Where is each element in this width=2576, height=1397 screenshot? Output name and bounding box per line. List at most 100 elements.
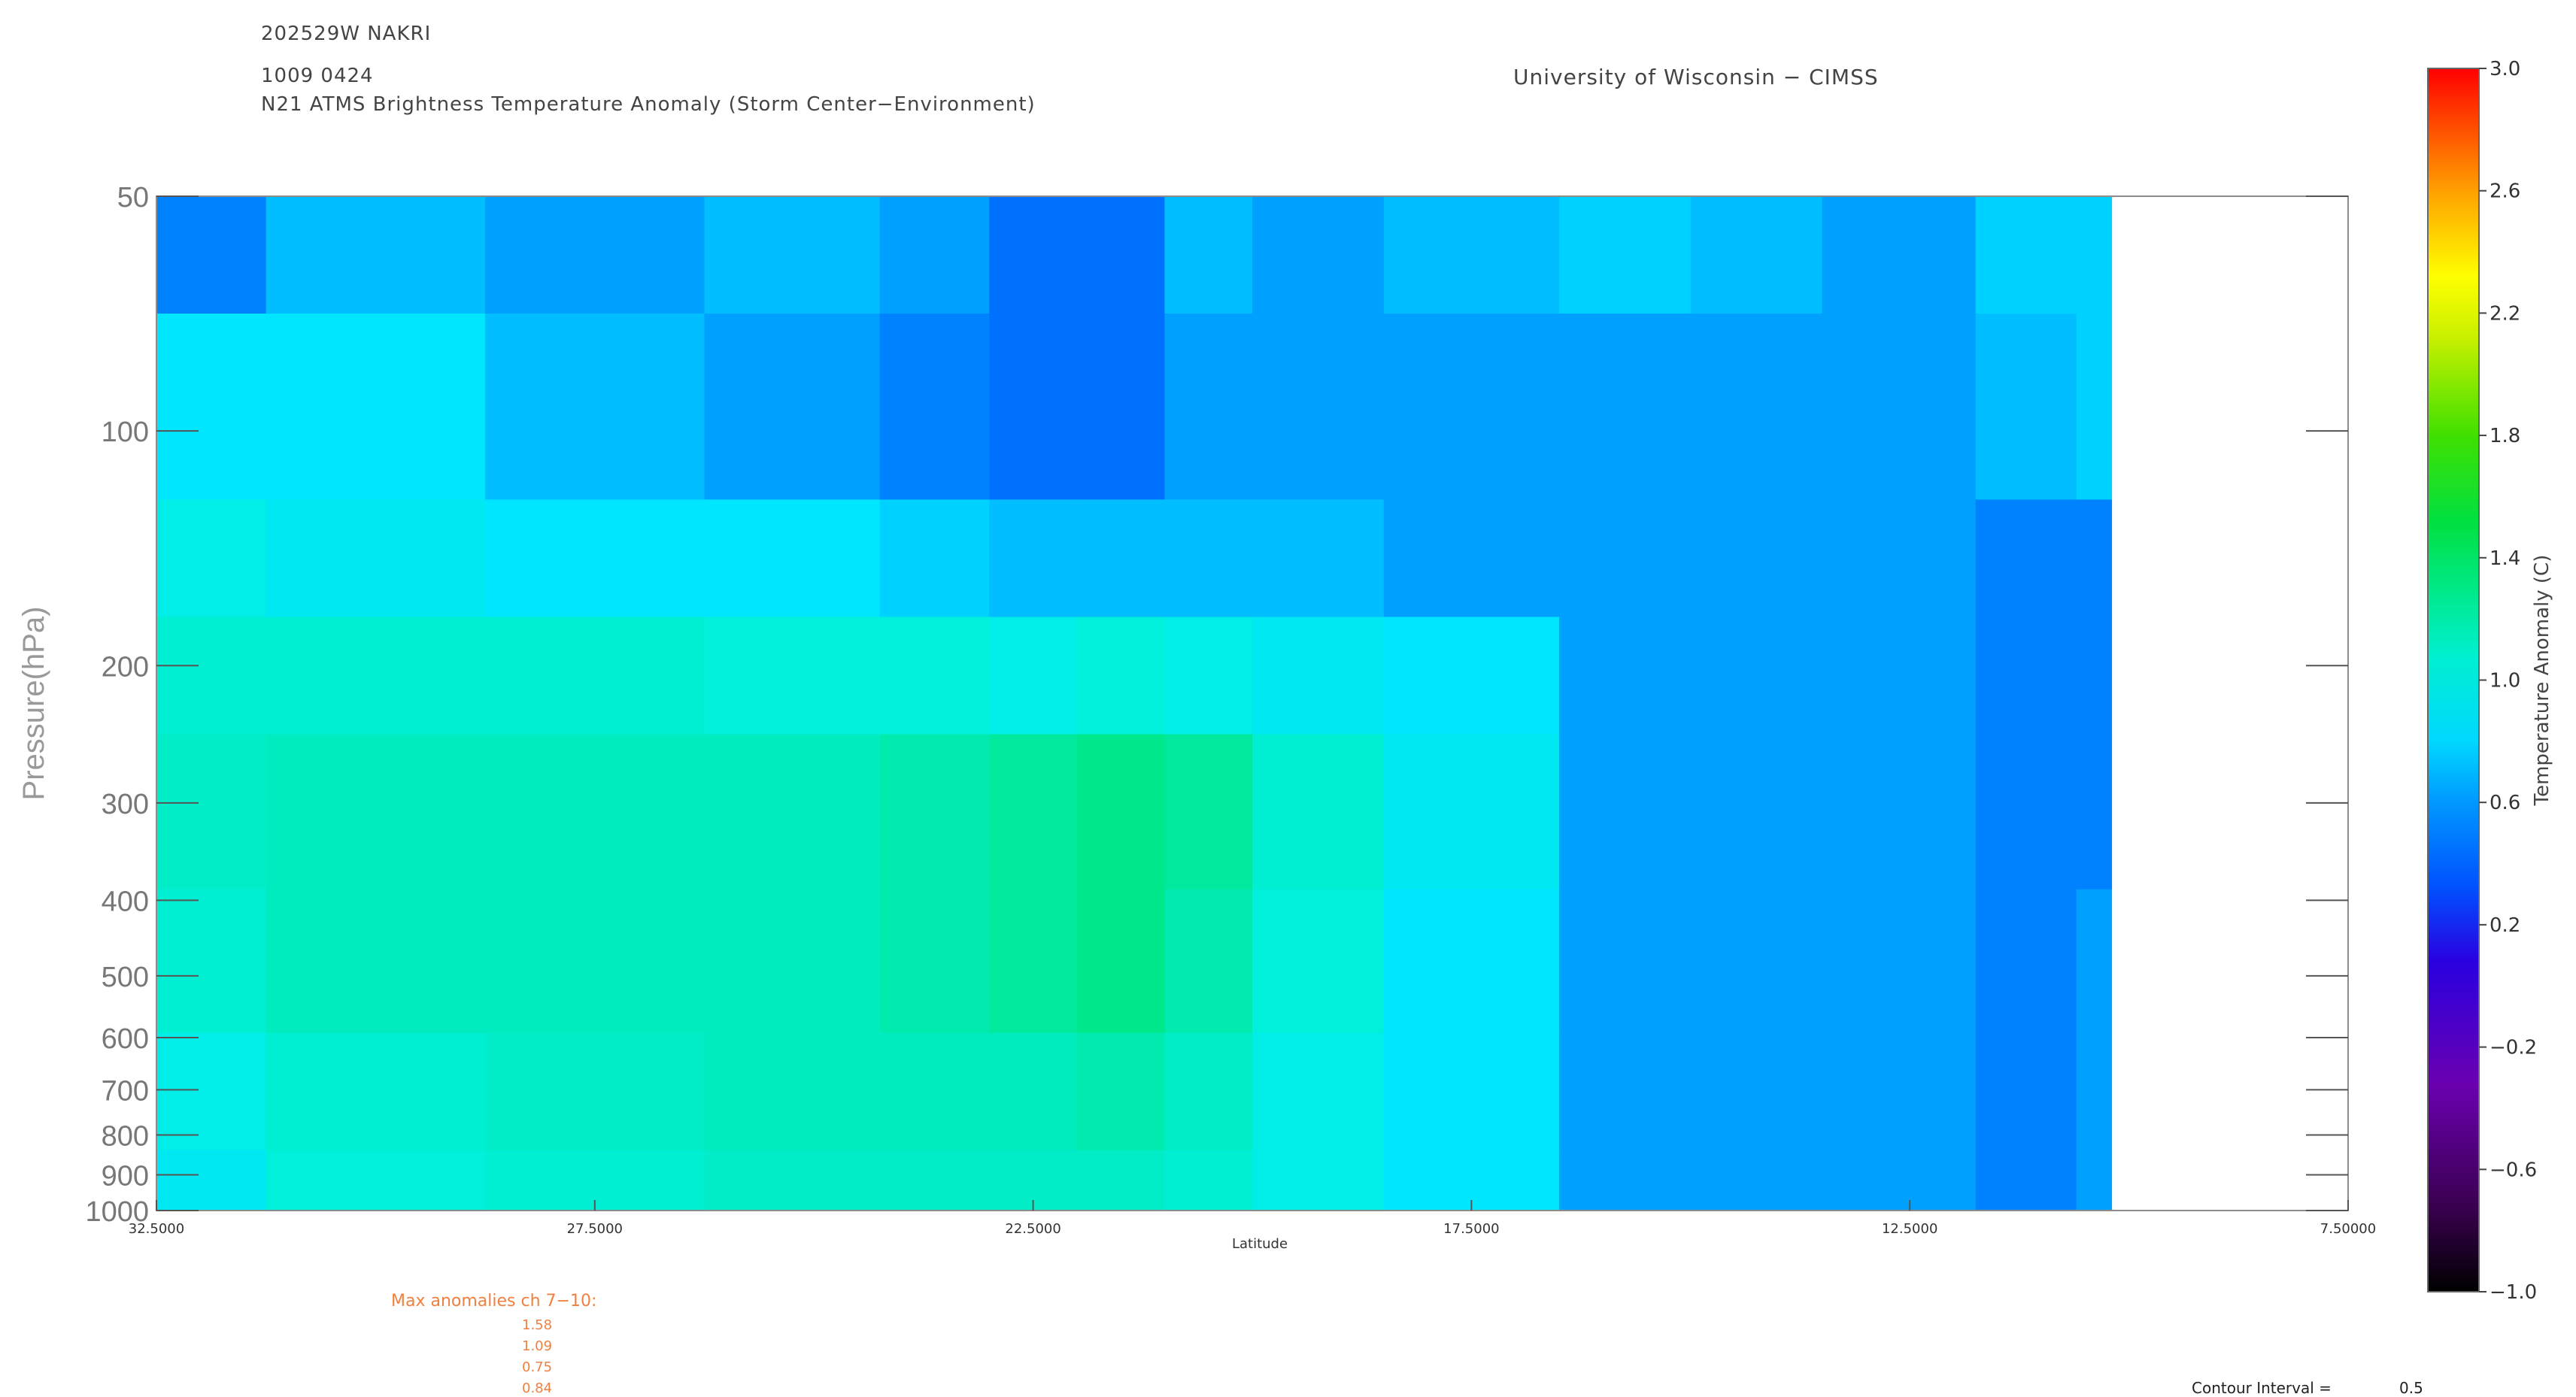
anomaly-cell [1076,617,1166,735]
anomaly-cell [989,734,1078,890]
max-anomaly-value: 1.58 [522,1317,553,1333]
chart-marks: 50 100 200 300 400 500 600 700 800 900 100032.5000… [17,182,2376,1252]
colorbar-gradient [2427,68,2480,1292]
anomaly-cell [879,1032,991,1151]
anomaly-cell [704,314,881,501]
anomaly-cell [1975,1150,2077,1211]
anomaly-cell [1164,889,1253,1034]
anomaly-cell [704,499,881,618]
y-tick-label: 50 [117,182,149,214]
anomaly-cell [1252,196,1385,314]
anomaly-cells [156,196,2113,1211]
anomaly-cell [265,499,486,618]
anomaly-cell [1558,617,1692,735]
colorbar-tick-label: 1.8 [2490,425,2520,447]
anomaly-cell [1975,889,2077,1034]
anomaly-cell [265,734,486,890]
anomaly-cell [1383,734,1560,890]
anomaly-cell [1076,734,1166,890]
anomaly-cell [156,1032,267,1151]
x-tick-label: 7.50000 [2320,1221,2376,1237]
x-tick-label: 32.5000 [129,1221,184,1237]
anomaly-cell [1076,196,1166,314]
institution-label: University of Wisconsin − CIMSS [1513,65,1879,89]
anomaly-cell [2076,617,2113,735]
anomaly-cell [1690,889,1823,1034]
anomaly-cell [1975,499,2077,618]
anomaly-cell [1164,617,1253,735]
anomaly-cell [704,1032,881,1151]
product-title: N21 ATMS Brightness Temperature Anomaly … [261,93,1036,116]
anomaly-cell [989,1032,1078,1151]
anomaly-cell [1383,196,1560,314]
colorbar: 3.0 2.6 2.2 1.8 1.4 1.0 0.6 0.2 −0.2 −0.6 −1.0 Temp… [2427,58,2553,1304]
y-tick-label: 200 [102,651,149,683]
max-anomaly-value: 1.09 [522,1338,553,1354]
anomaly-cell [1975,314,2077,501]
anomaly-cell [485,617,705,735]
anomaly-cell [879,617,991,735]
y-tick-label: 700 [102,1075,149,1107]
anomaly-cell [156,314,267,501]
anomaly-cell [156,499,267,618]
anomaly-cell [265,617,486,735]
anomaly-cell [1252,499,1385,618]
max-anomaly-value: 0.75 [522,1359,553,1375]
anomaly-cell [1975,1032,2077,1151]
anomaly-cell [485,734,705,890]
y-tick-label: 100 [102,417,149,448]
anomaly-cell [1975,617,2077,735]
anomaly-cell [1252,1150,1385,1211]
anomaly-cell [704,196,881,314]
anomaly-cell [2076,734,2113,890]
anomaly-cell [704,1150,881,1211]
anomaly-cell [1690,734,1823,890]
anomaly-cell [1975,734,2077,890]
anomaly-cell [156,1150,267,1211]
anomaly-cell [989,499,1078,618]
anomaly-cell [1164,1032,1253,1151]
anomaly-cell [265,314,486,501]
anomaly-cell [1252,1032,1385,1151]
anomaly-cell [1076,499,1166,618]
anomaly-cell [1558,196,1692,314]
y-tick-label: 900 [102,1161,149,1192]
anomaly-cell [1076,1150,1166,1211]
y-tick-label: 300 [102,789,149,820]
anomaly-cell [2076,889,2113,1034]
contour-interval-label: Contour Interval = [2192,1379,2332,1397]
anomaly-cell [265,1150,486,1211]
anomaly-cell [704,617,881,735]
plot-frame [156,195,2349,1211]
anomaly-cell [1558,734,1692,890]
y-tick-label: 600 [102,1023,149,1055]
anomaly-cell [1822,499,1977,618]
anomaly-cell [1690,617,1823,735]
max-anomaly-value: 0.84 [522,1380,553,1396]
anomaly-cell [1383,314,1560,501]
x-tick-label: 17.5000 [1443,1221,1499,1237]
y-tick-label: 800 [102,1121,149,1153]
anomaly-cell [1558,889,1692,1034]
anomaly-cell [704,734,881,890]
anomaly-cell [2076,314,2113,501]
anomaly-cell [1164,499,1253,618]
colorbar-tick-label: 1.0 [2490,670,2520,692]
anomaly-cell [1164,734,1253,890]
anomaly-cell [485,499,705,618]
anomaly-cell [485,196,705,314]
anomaly-cell [1822,734,1977,890]
colorbar-tick-label: 2.2 [2490,302,2520,325]
y-axis-label: Pressure(hPa) [17,607,50,801]
anomaly-cell [1076,889,1166,1034]
anomaly-cell [265,889,486,1034]
anomaly-cell [1164,314,1253,501]
anomaly-cell [1822,314,1977,501]
anomaly-cell [1822,1032,1977,1151]
anomaly-cell [989,617,1078,735]
anomaly-cell [156,734,267,890]
anomaly-cell [1558,1150,1692,1211]
anomaly-cell [1822,617,1977,735]
anomaly-cell [156,617,267,735]
